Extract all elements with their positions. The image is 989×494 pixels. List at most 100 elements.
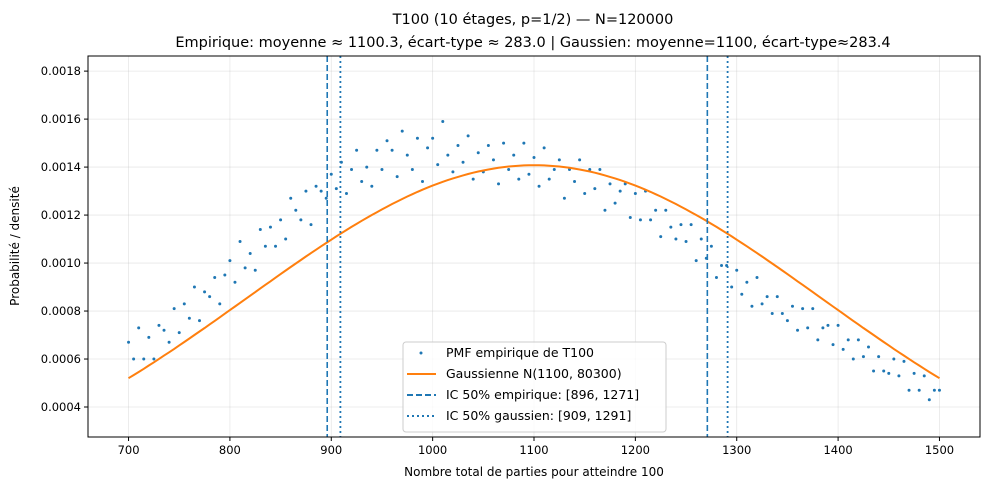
data-point	[608, 182, 612, 186]
data-point	[593, 187, 597, 191]
data-point	[578, 158, 582, 162]
y-tick-label: 0.0006	[41, 352, 81, 366]
data-point	[299, 218, 303, 222]
data-point	[426, 146, 430, 150]
data-point	[512, 153, 516, 157]
data-point	[684, 239, 688, 243]
data-point	[137, 326, 141, 330]
legend-box	[402, 341, 667, 433]
data-point	[517, 177, 521, 181]
x-tick-label: 700	[118, 443, 140, 457]
x-tick-label: 900	[320, 443, 342, 457]
data-point	[826, 323, 830, 327]
legend-marker-scatter	[419, 351, 423, 355]
data-point	[400, 129, 404, 133]
data-point	[491, 158, 495, 162]
data-point	[775, 295, 779, 299]
data-point	[618, 189, 622, 193]
data-point	[370, 184, 374, 188]
data-point	[213, 275, 217, 279]
data-point	[182, 302, 186, 306]
data-point	[547, 177, 551, 181]
data-point	[841, 347, 845, 351]
data-point	[806, 326, 810, 330]
data-point	[902, 359, 906, 363]
data-point	[421, 179, 424, 183]
data-point	[274, 244, 278, 248]
data-point	[410, 167, 414, 171]
legend-label-gaussian: Gaussienne N(1100, 80300)	[446, 366, 622, 381]
data-point	[796, 328, 800, 332]
data-point	[279, 218, 283, 222]
data-point	[380, 167, 384, 171]
data-point	[801, 307, 805, 311]
data-point	[811, 307, 815, 311]
data-point	[583, 191, 587, 195]
data-point	[598, 167, 602, 171]
data-point	[471, 177, 475, 181]
chart-subtitle: Empirique: moyenne ≈ 1100.3, écart-type …	[175, 35, 890, 51]
legend: PMF empirique de T100 Gaussienne N(1100,…	[402, 341, 667, 433]
data-point	[208, 295, 212, 299]
data-point	[851, 357, 855, 361]
x-tick-label: 1400	[823, 443, 852, 457]
data-point	[451, 170, 455, 174]
data-point	[390, 148, 394, 152]
data-point	[507, 167, 511, 171]
data-point	[228, 259, 232, 263]
data-point	[912, 371, 916, 375]
data-point	[233, 280, 237, 284]
data-point	[238, 239, 242, 243]
data-point	[765, 295, 769, 299]
data-point	[405, 153, 409, 157]
data-point	[218, 302, 222, 306]
data-point	[831, 343, 835, 347]
data-point	[456, 143, 460, 147]
data-point	[932, 388, 936, 392]
data-point	[466, 134, 470, 138]
data-point	[177, 331, 181, 335]
data-point	[289, 196, 293, 200]
axis-ticks: 700 800 900 1000 1100 1200 1300 1400 1500 0.0004 0…	[41, 64, 954, 457]
data-point	[887, 371, 891, 375]
data-point	[248, 251, 252, 255]
data-point	[628, 215, 632, 219]
data-point	[486, 143, 490, 147]
data-point	[892, 357, 896, 361]
data-point	[917, 388, 921, 392]
y-axis-label: Probabilité / densité	[8, 186, 22, 306]
data-point	[633, 191, 637, 195]
data-point	[334, 187, 338, 191]
data-point	[532, 155, 536, 159]
data-point	[537, 184, 541, 188]
data-point	[162, 328, 166, 332]
data-point	[355, 148, 359, 152]
data-point	[157, 323, 161, 327]
data-point	[674, 237, 678, 241]
data-point	[659, 235, 663, 239]
data-point	[192, 285, 196, 289]
data-point	[395, 175, 399, 179]
data-point	[836, 323, 840, 327]
data-point	[821, 326, 825, 330]
data-point	[431, 136, 435, 140]
data-point	[522, 141, 526, 145]
data-point	[735, 268, 739, 272]
data-point	[344, 191, 348, 195]
data-point	[780, 311, 784, 315]
data-point	[790, 304, 794, 308]
chart-title: T100 (10 étages, p=1/2) — N=120000	[392, 12, 674, 28]
data-point	[375, 148, 379, 152]
data-point	[268, 225, 272, 229]
data-point	[243, 266, 247, 270]
x-tick-label: 1300	[722, 443, 751, 457]
data-point	[922, 374, 926, 378]
x-tick-label: 1500	[925, 443, 954, 457]
data-point	[253, 268, 257, 272]
data-point	[867, 345, 870, 349]
legend-label-ic-gaussian: IC 50% gaussien: [909, 1291]	[446, 408, 631, 423]
y-tick-label: 0.0014	[41, 160, 81, 174]
data-point	[603, 208, 607, 212]
data-point	[588, 167, 592, 171]
data-point	[365, 165, 369, 169]
